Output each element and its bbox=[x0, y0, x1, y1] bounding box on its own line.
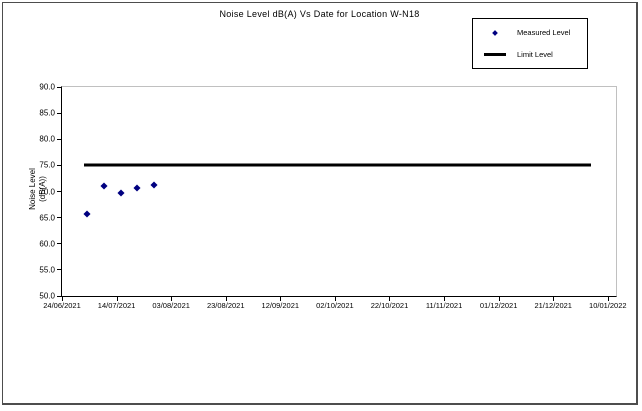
measured-level-point bbox=[150, 181, 158, 189]
x-tick-label: 24/06/2021 bbox=[43, 301, 81, 310]
y-tick-label: 90.0 bbox=[39, 82, 55, 92]
measured-level-point bbox=[133, 184, 141, 192]
legend: Measured Level Limit Level bbox=[472, 18, 588, 69]
x-tick-mark bbox=[62, 296, 63, 301]
y-tick-mark bbox=[57, 112, 62, 114]
legend-label-limit-level: Limit Level bbox=[517, 49, 553, 59]
x-tick-mark bbox=[280, 296, 282, 301]
y-tick-label: 75.0 bbox=[39, 160, 55, 170]
legend-marker-zone bbox=[473, 52, 517, 56]
diamond-marker-icon bbox=[492, 29, 498, 36]
x-tick-mark bbox=[607, 296, 609, 301]
y-tick-label: 85.0 bbox=[39, 108, 55, 118]
y-tick-label: 55.0 bbox=[39, 265, 55, 275]
legend-item-limit-level: Limit Level bbox=[473, 47, 587, 61]
y-tick-mark bbox=[57, 217, 62, 219]
y-tick-label: 60.0 bbox=[39, 239, 55, 249]
y-tick-label: 65.0 bbox=[39, 213, 55, 223]
y-tick-mark bbox=[57, 295, 62, 297]
line-marker-icon bbox=[484, 52, 506, 56]
limit-level-line bbox=[83, 163, 592, 167]
y-axis-title-line1: Noise Level bbox=[28, 168, 37, 210]
x-tick-label: 12/09/2021 bbox=[261, 301, 300, 310]
x-tick-mark bbox=[116, 296, 118, 301]
x-tick-mark bbox=[498, 296, 500, 301]
x-tick-label: 11/11/2021 bbox=[425, 301, 463, 310]
plot-area: 90.0 85.0 80.0 75.0 70.0 65.0 60.0 55.0 50.0 24/0… bbox=[39, 83, 626, 311]
y-tick-mark bbox=[57, 164, 62, 166]
x-tick-mark bbox=[225, 296, 227, 301]
x-tick-mark bbox=[389, 296, 391, 301]
y-tick-mark bbox=[57, 191, 62, 192]
legend-label-measured-level: Measured Level bbox=[517, 28, 571, 38]
legend-marker-zone bbox=[473, 29, 517, 36]
y-tick-label: 80.0 bbox=[39, 134, 55, 144]
x-tick-mark bbox=[444, 296, 446, 301]
x-tick-label: 23/08/2021 bbox=[206, 301, 245, 310]
legend-item-measured-level: Measured Level bbox=[473, 26, 587, 40]
chart-title: Noise Level dB(A) Vs Date for Location W… bbox=[219, 9, 420, 19]
x-tick-mark bbox=[334, 296, 336, 301]
measured-level-point bbox=[117, 189, 125, 197]
chart-frame: Noise Level dB(A) Vs Date for Location W… bbox=[2, 2, 638, 405]
x-tick-label: 01/12/2021 bbox=[479, 301, 518, 310]
x-tick-label: 02/10/2021 bbox=[316, 301, 354, 310]
y-tick-mark bbox=[57, 269, 62, 271]
y-tick-mark bbox=[57, 86, 62, 88]
x-tick-label: 10/01/2022 bbox=[589, 301, 627, 310]
x-tick-mark bbox=[171, 296, 173, 301]
x-tick-label: 03/08/2021 bbox=[152, 301, 190, 310]
y-tick-label: 70.0 bbox=[39, 187, 55, 196]
y-tick-mark bbox=[57, 138, 62, 140]
y-tick-mark bbox=[57, 243, 62, 245]
x-tick-label: 14/07/2021 bbox=[97, 301, 136, 310]
measured-level-point bbox=[83, 210, 91, 219]
x-tick-mark bbox=[553, 296, 555, 301]
x-tick-label: 22/10/2021 bbox=[370, 301, 409, 310]
x-tick-label: 21/12/2021 bbox=[534, 301, 572, 310]
measured-level-point bbox=[100, 182, 108, 190]
y-tick-label: 50.0 bbox=[39, 291, 55, 301]
